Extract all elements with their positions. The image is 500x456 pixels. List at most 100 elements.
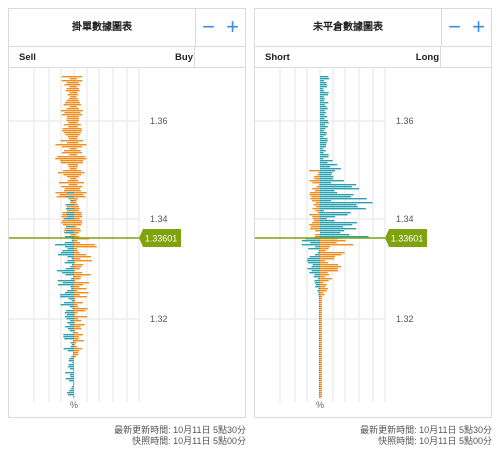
- position-bar: [320, 92, 329, 94]
- position-bar: [318, 172, 320, 174]
- order-bar: [74, 268, 80, 270]
- panel-header: 未平倉數據圖表 − +: [255, 9, 491, 47]
- order-bar: [69, 86, 78, 88]
- position-bar: [320, 336, 322, 338]
- order-bar: [65, 326, 74, 328]
- position-bar: [320, 254, 342, 256]
- zoom-in-button[interactable]: +: [226, 14, 239, 39]
- order-bar: [74, 242, 81, 244]
- position-bar: [314, 280, 320, 282]
- order-bar: [67, 142, 79, 144]
- position-bar: [320, 266, 342, 268]
- long-label: Long: [415, 52, 439, 63]
- position-bar: [320, 114, 325, 116]
- order-bar: [70, 376, 74, 378]
- order-bar: [65, 310, 74, 312]
- position-bar: [320, 384, 322, 386]
- order-bar: [60, 160, 84, 162]
- position-bar: [320, 232, 341, 234]
- zoom-out-button[interactable]: −: [195, 9, 221, 46]
- order-bar: [67, 392, 74, 394]
- order-bar: [67, 256, 74, 258]
- order-bar: [67, 216, 74, 218]
- order-bar: [74, 298, 75, 300]
- order-bar: [62, 224, 82, 226]
- order-bar: [60, 140, 84, 142]
- order-bar: [60, 162, 83, 164]
- position-bar: [320, 228, 357, 230]
- current-price-label: 1.33601: [145, 234, 178, 244]
- position-bar: [319, 348, 320, 350]
- order-bar: [72, 308, 74, 310]
- order-bar: [74, 330, 75, 332]
- position-bar: [309, 194, 320, 196]
- position-bar: [319, 336, 320, 338]
- position-bar: [318, 294, 320, 296]
- order-bar: [66, 108, 79, 110]
- order-bar: [71, 344, 74, 346]
- position-bar: [320, 206, 358, 208]
- order-bar: [70, 374, 74, 376]
- position-bar: [320, 230, 345, 232]
- order-bar: [61, 130, 83, 132]
- position-bar: [320, 264, 339, 266]
- order-bar: [66, 118, 79, 120]
- order-bar: [73, 352, 74, 354]
- order-bar: [64, 262, 74, 264]
- order-bar: [60, 304, 74, 306]
- order-bar: [74, 300, 76, 302]
- snapshot-time: 快照時間: 10月11日 5點00分: [132, 436, 246, 446]
- order-bar: [70, 178, 77, 180]
- position-bar: [320, 156, 329, 158]
- position-bar: [320, 200, 331, 202]
- position-bar: [319, 380, 320, 382]
- buy-label: Buy: [175, 52, 193, 63]
- position-bar: [317, 252, 320, 254]
- position-bar: [320, 390, 322, 392]
- position-bar: [319, 310, 320, 312]
- order-bar: [74, 264, 84, 266]
- position-bar: [320, 340, 322, 342]
- order-bar: [64, 188, 81, 190]
- position-bar: [319, 378, 320, 380]
- order-bar: [66, 88, 79, 90]
- order-bar: [60, 296, 74, 298]
- position-bar: [309, 224, 320, 226]
- order-bar: [74, 244, 96, 246]
- order-bar: [74, 348, 83, 350]
- position-bar: [320, 386, 322, 388]
- order-bar: [70, 234, 77, 236]
- position-bar: [320, 120, 328, 122]
- order-bar: [74, 248, 78, 250]
- price-tick-label: 1.32: [150, 314, 168, 324]
- zoom-in-button[interactable]: +: [472, 14, 485, 39]
- position-bar: [320, 302, 322, 304]
- order-bar: [64, 150, 81, 152]
- order-bar: [74, 354, 79, 356]
- position-bar: [320, 250, 326, 252]
- order-bar: [68, 166, 78, 168]
- position-bar: [320, 176, 334, 178]
- position-bar: [320, 134, 327, 136]
- position-bar: [320, 140, 328, 142]
- price-tick-label: 1.34: [396, 214, 414, 224]
- position-bar: [320, 374, 322, 376]
- position-bar: [312, 216, 320, 218]
- position-bar: [320, 382, 322, 384]
- position-bar: [320, 180, 344, 182]
- position-bar: [320, 210, 324, 212]
- order-bar: [74, 324, 85, 326]
- position-bar: [320, 132, 327, 134]
- position-bar: [319, 356, 320, 358]
- position-bar: [319, 388, 320, 390]
- order-bar: [69, 168, 77, 170]
- zoom-out-button[interactable]: −: [441, 9, 467, 46]
- position-bar: [320, 214, 348, 216]
- order-bar: [68, 184, 78, 186]
- order-bar: [71, 278, 74, 280]
- order-bar: [71, 300, 74, 302]
- position-bar: [319, 332, 320, 334]
- order-bar: [73, 340, 74, 342]
- order-bar: [64, 338, 74, 340]
- order-bar: [68, 298, 74, 300]
